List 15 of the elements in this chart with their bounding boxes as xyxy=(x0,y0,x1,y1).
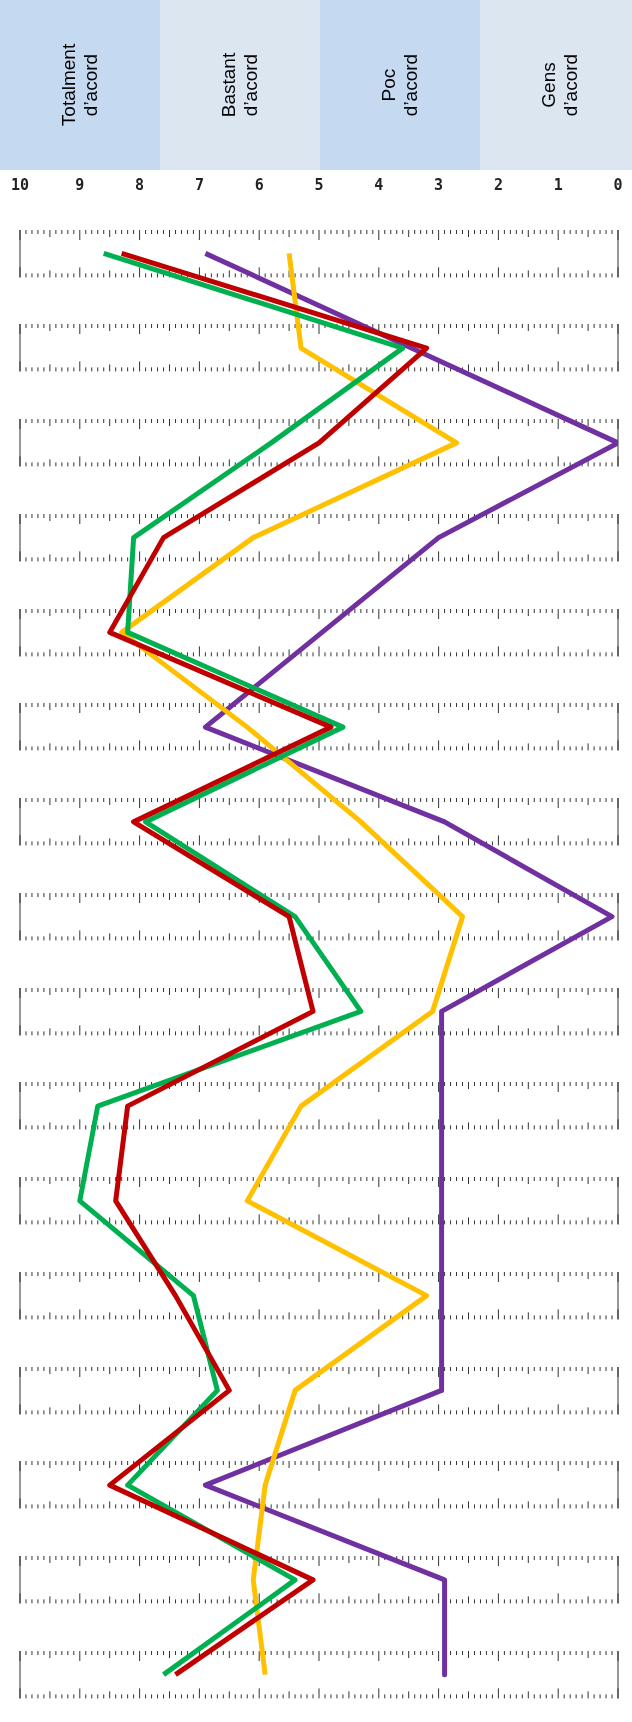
x-tick-label: 1 xyxy=(553,175,563,194)
text: Gens d’acord xyxy=(538,52,582,119)
x-tick-label: 5 xyxy=(314,175,324,194)
x-tick-label: 3 xyxy=(434,175,444,194)
x-tick-label: 8 xyxy=(135,175,145,194)
text: Totalment d’acord xyxy=(58,42,102,129)
text: Poc d’acord xyxy=(378,52,422,119)
x-tick-label: 9 xyxy=(75,175,85,194)
x-tick-label: 4 xyxy=(374,175,384,194)
x-tick-label: 10 xyxy=(10,175,30,194)
x-tick-label: 7 xyxy=(194,175,204,194)
text: Bastant d’acord xyxy=(218,51,262,120)
x-tick-label: 6 xyxy=(254,175,264,194)
x-tick-label: 2 xyxy=(493,175,503,194)
x-tick-label: 0 xyxy=(613,175,623,194)
